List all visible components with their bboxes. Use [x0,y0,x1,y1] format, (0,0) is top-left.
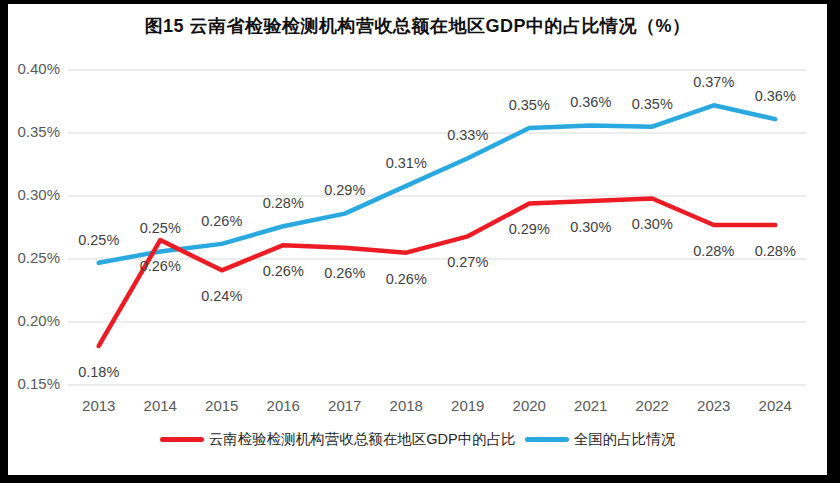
x-tick-label: 2024 [759,397,792,414]
data-label-yunnan: 0.30% [632,216,673,232]
x-tick-label: 2015 [205,397,238,414]
x-tick-label: 2017 [328,397,361,414]
x-tick-label: 2022 [636,397,669,414]
data-label-yunnan: 0.26% [140,258,181,274]
legend-label-national: 全国的占比情况 [574,430,676,449]
data-label-national: 0.35% [632,96,673,112]
x-tick-label: 2013 [82,397,115,414]
data-label-yunnan: 0.24% [201,288,242,304]
data-label-national: 0.36% [755,88,796,104]
data-label-yunnan: 0.30% [570,219,611,235]
y-tick-label: 0.35% [17,123,60,140]
data-label-yunnan: 0.26% [386,271,427,287]
y-tick-label: 0.20% [17,312,60,329]
data-label-yunnan: 0.27% [447,254,488,270]
data-label-national: 0.26% [201,213,242,229]
x-tick-label: 2021 [574,397,607,414]
data-label-yunnan: 0.26% [263,263,304,279]
legend-item-national: 全国的占比情况 [525,430,676,449]
screenshot-frame: 图15 云南省检验检测机构营收总额在地区GDP中的占比情况（%） 0.40%0.… [0,0,840,483]
legend-item-yunnan: 云南检验检测机构营收总额在地区GDP中的占比 [160,430,516,449]
data-label-national: 0.31% [386,155,427,171]
plot-area: 0.40% 0.35% 0.30% 0.25% 0.20% 0.15% 2013 2014 20… [8,4,827,426]
x-tick-label: 2016 [267,397,300,414]
data-label-yunnan: 0.28% [693,243,734,259]
series-line-national [99,105,776,263]
y-tick-label: 0.15% [17,375,60,392]
data-label-national: 0.35% [509,97,550,113]
legend-label-yunnan: 云南检验检测机构营收总额在地区GDP中的占比 [209,430,516,449]
data-label-yunnan: 0.26% [324,265,365,281]
data-label-yunnan: 0.28% [755,243,796,259]
data-label-national: 0.33% [447,127,488,143]
legend: 云南检验检测机构营收总额在地区GDP中的占比 全国的占比情况 [8,430,827,449]
data-label-national: 0.29% [324,182,365,198]
y-tick-label: 0.40% [17,60,60,77]
data-label-national: 0.37% [693,74,734,90]
data-label-yunnan: 0.18% [78,364,119,380]
x-tick-label: 2020 [513,397,546,414]
legend-line-swatch-blue [525,437,569,442]
x-tick-label: 2023 [697,397,730,414]
data-label-national: 0.36% [570,94,611,110]
legend-line-swatch-red [160,437,204,442]
x-tick-label: 2014 [144,397,177,414]
x-tick-label: 2018 [390,397,423,414]
data-label-national: 0.25% [140,220,181,236]
data-label-yunnan: 0.29% [509,221,550,237]
data-label-national: 0.28% [263,195,304,211]
x-tick-label: 2019 [451,397,484,414]
chart-canvas: 图15 云南省检验检测机构营收总额在地区GDP中的占比情况（%） 0.40%0.… [8,4,827,475]
y-tick-label: 0.25% [17,249,60,266]
data-label-national: 0.25% [78,232,119,248]
y-tick-label: 0.30% [17,186,60,203]
